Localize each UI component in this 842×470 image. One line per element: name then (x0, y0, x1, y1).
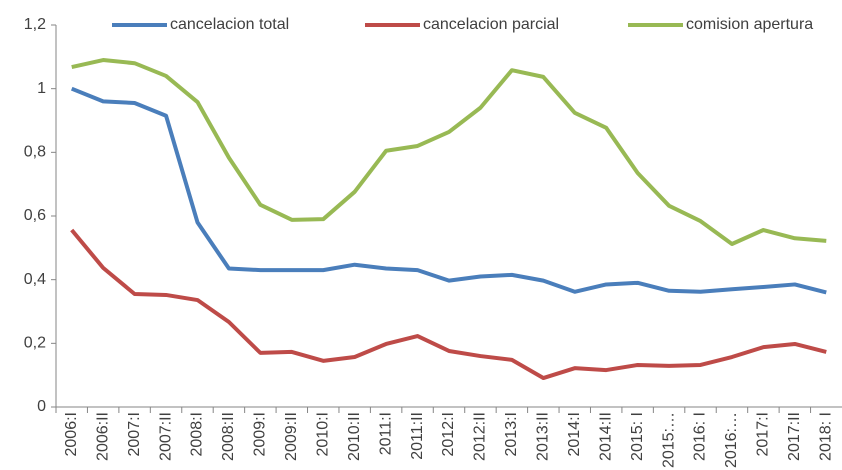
y-tick-label: 1 (37, 80, 46, 97)
x-tick-label: 2018: I (817, 412, 834, 461)
x-tick-label: 2017:II (786, 412, 803, 461)
legend-label: cancelacion total (170, 16, 289, 33)
x-tick-label: 2013:II (535, 412, 552, 461)
x-tick-label: 2014:II (597, 412, 614, 461)
x-tick-label: 2008:II (220, 412, 237, 461)
x-tick-label: 2011:I (377, 412, 394, 455)
legend-label: comision apertura (686, 16, 813, 33)
y-tick-label: 0,2 (24, 335, 46, 352)
line-series (70, 228, 827, 381)
x-tick-label: 2015:… (660, 412, 677, 468)
x-tick-label: 2006:II (94, 412, 111, 461)
x-tick-label: 2012:I (440, 412, 457, 456)
y-tick-label: 1,2 (24, 16, 46, 33)
y-tick-label: 0 (37, 398, 46, 415)
x-tick-label: 2016:… (723, 412, 740, 468)
line-series (71, 58, 827, 247)
x-tick-label: 2010:II (346, 412, 363, 461)
x-tick-label: 2006:I (63, 412, 80, 456)
x-tick-label: 2007:I (126, 412, 143, 456)
x-tick-label: 2009:II (283, 412, 300, 461)
x-tick-label: 2014:I (566, 412, 583, 456)
x-tick-label: 2008:I (189, 412, 206, 456)
legend-label: cancelacion parcial (423, 16, 559, 33)
x-tick-label: 2017:I (755, 412, 772, 456)
x-tick-label: 2007:II (157, 412, 174, 461)
x-tick-label: 2012:II (472, 412, 489, 461)
x-tick-label: 2010:I (314, 412, 331, 456)
y-tick-label: 0,6 (24, 207, 46, 224)
x-tick-label: 2009:I (252, 412, 269, 456)
x-tick-label: 2013:I (503, 412, 520, 456)
x-tick-label: 2011:II (409, 412, 426, 460)
y-tick-label: 0,8 (24, 144, 46, 161)
line-series (70, 86, 827, 295)
x-tick-label: 2016: I (692, 412, 709, 461)
y-tick-label: 0,4 (24, 271, 46, 288)
x-tick-label: 2015: I (629, 412, 646, 461)
